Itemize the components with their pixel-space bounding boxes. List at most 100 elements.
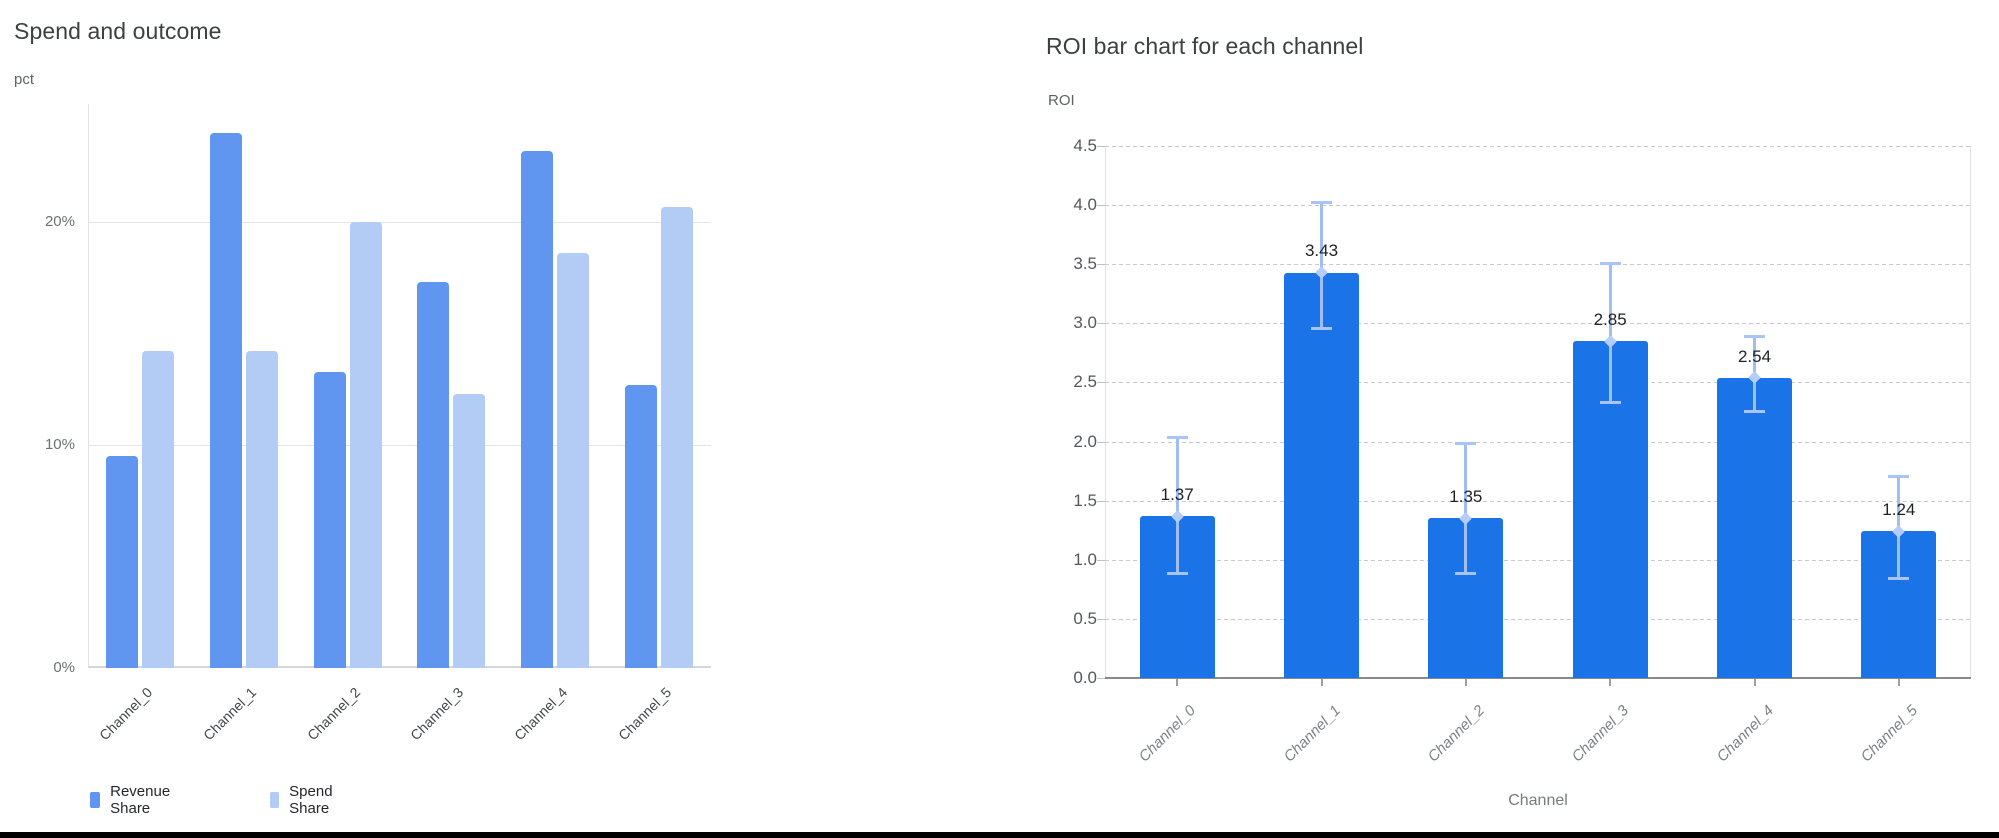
x-axis-line	[1105, 677, 1971, 679]
x-tick-label: Channel_1	[199, 684, 260, 744]
error-cap-top	[1166, 435, 1188, 439]
error-cap-bottom	[1166, 571, 1188, 575]
bar-value-label: 1.24	[1882, 500, 1916, 520]
bar-channel_3-spend[interactable]	[453, 393, 486, 668]
right-chart-plot-area: 1.37 3.43 1.35 2.85 2.54 1.24	[1105, 146, 1971, 679]
bar-channel_1-revenue[interactable]	[209, 132, 242, 668]
gridline-2.0	[1105, 441, 1971, 443]
error-cap-bottom	[1888, 576, 1910, 580]
y-tick-label: 3.0	[1073, 313, 1097, 333]
y-tick-label: 0%	[53, 659, 75, 676]
y-tick-label: 20%	[44, 213, 75, 231]
gridline-2.5	[1105, 382, 1971, 384]
gridline-4.5	[1105, 146, 1971, 147]
x-tick-label: Channel_3	[407, 684, 467, 744]
bar-value-label: 3.43	[1304, 241, 1339, 261]
y-tick-label: 0.5	[1073, 608, 1097, 628]
y-tick-mark	[1097, 382, 1105, 384]
error-cap-top	[1311, 200, 1332, 204]
right-chart-y-unit: ROI	[1048, 92, 1075, 109]
y-tick-mark	[1097, 441, 1105, 443]
gridline-4.0	[1105, 205, 1971, 207]
y-tick-mark	[1097, 205, 1105, 207]
y-tick-mark	[1097, 559, 1105, 561]
y-tick-mark	[1097, 500, 1105, 502]
error-cap-bottom	[1744, 410, 1765, 413]
y-tick-label: 2.0	[1073, 431, 1097, 451]
bar-channel_5-spend[interactable]	[661, 206, 694, 668]
bar-channel_5-revenue[interactable]	[625, 384, 658, 668]
x-tick-label: Channel_4	[511, 684, 571, 744]
gridline-20pct	[88, 222, 711, 224]
y-tick-mark	[1097, 618, 1105, 620]
y-tick-label: 3.5	[1073, 254, 1097, 274]
left-chart-title: Spend and outcome	[14, 18, 222, 44]
error-bar-channel_2	[1464, 442, 1468, 574]
bar-value-label: 2.54	[1737, 346, 1772, 366]
bar-channel_4-revenue[interactable]	[521, 150, 554, 668]
error-cap-bottom	[1455, 571, 1477, 575]
x-tick-mark	[1753, 679, 1756, 686]
plot-left-border	[1105, 146, 1106, 678]
y-tick-label: 0.0	[1073, 668, 1097, 687]
y-tick-mark	[1097, 323, 1105, 325]
y-tick-mark	[1097, 146, 1105, 147]
legend-item-spend-share: Spend Share	[270, 783, 339, 817]
y-tick-label: 4.0	[1073, 195, 1097, 215]
gridline-1.0	[1105, 559, 1971, 561]
x-tick-mark	[1897, 679, 1900, 686]
x-tick-mark	[1176, 679, 1179, 686]
right-chart-x-axis-title: Channel	[1508, 792, 1568, 809]
error-cap-bottom	[1599, 400, 1621, 404]
window-bottom-edge	[0, 832, 1999, 838]
gridline-0.5	[1105, 618, 1971, 620]
revenue-share-label: Revenue Share	[110, 783, 171, 817]
left-chart-plot-area	[88, 104, 711, 668]
right-chart-title: ROI bar chart for each channel	[1046, 33, 1364, 59]
error-cap-top	[1455, 441, 1477, 445]
legend-item-revenue-share: Revenue Share	[90, 783, 176, 817]
gridline-1.5	[1105, 500, 1971, 502]
error-bar-channel_0	[1175, 436, 1179, 574]
bar-channel_1-spend[interactable]	[245, 351, 278, 668]
error-cap-top	[1744, 335, 1765, 339]
plot-right-border	[1970, 146, 1971, 678]
bar-value-label: 1.37	[1160, 485, 1194, 505]
bar-channel_0-revenue[interactable]	[105, 456, 138, 668]
y-tick-label: 1.5	[1073, 490, 1097, 510]
error-cap-top	[1888, 474, 1910, 478]
bar-value-label: 1.35	[1449, 487, 1483, 507]
x-tick-label: Channel_2	[303, 684, 363, 744]
error-cap-top	[1599, 262, 1621, 266]
bar-channel_3-revenue[interactable]	[417, 282, 450, 668]
x-tick-mark	[1609, 679, 1612, 686]
revenue-share-swatch	[90, 792, 101, 808]
x-tick-mark	[1464, 679, 1467, 686]
bar-channel_4-spend[interactable]	[557, 253, 590, 668]
y-tick-label: 10%	[44, 436, 75, 454]
y-tick-label: 1.0	[1073, 549, 1097, 569]
y-tick-mark	[1097, 264, 1105, 266]
y-tick-label: 2.5	[1073, 372, 1097, 392]
roi-bar-channel_1[interactable]	[1284, 272, 1359, 678]
y-tick-label: 4.5	[1073, 136, 1097, 155]
gridline-3.5	[1105, 264, 1971, 266]
bar-channel_0-spend[interactable]	[141, 351, 174, 668]
bar-value-label: 2.85	[1593, 310, 1627, 330]
x-axis-line	[88, 666, 711, 668]
roi-bar-channel_4[interactable]	[1717, 377, 1792, 678]
error-bar-channel_1	[1320, 201, 1323, 330]
gridline-10pct	[88, 445, 711, 447]
spend-share-label: Spend Share	[289, 783, 333, 817]
y-tick-mark	[1097, 678, 1105, 679]
y-axis-line	[88, 104, 89, 668]
x-tick-label: Channel_0	[96, 684, 156, 744]
error-cap-bottom	[1311, 327, 1332, 331]
error-bar-channel_3	[1608, 263, 1612, 403]
spend-share-swatch	[270, 792, 280, 808]
bar-channel_2-revenue[interactable]	[313, 371, 346, 668]
bar-channel_2-spend[interactable]	[349, 222, 382, 668]
x-tick-mark	[1320, 679, 1323, 686]
gridline-3.0	[1105, 323, 1971, 325]
